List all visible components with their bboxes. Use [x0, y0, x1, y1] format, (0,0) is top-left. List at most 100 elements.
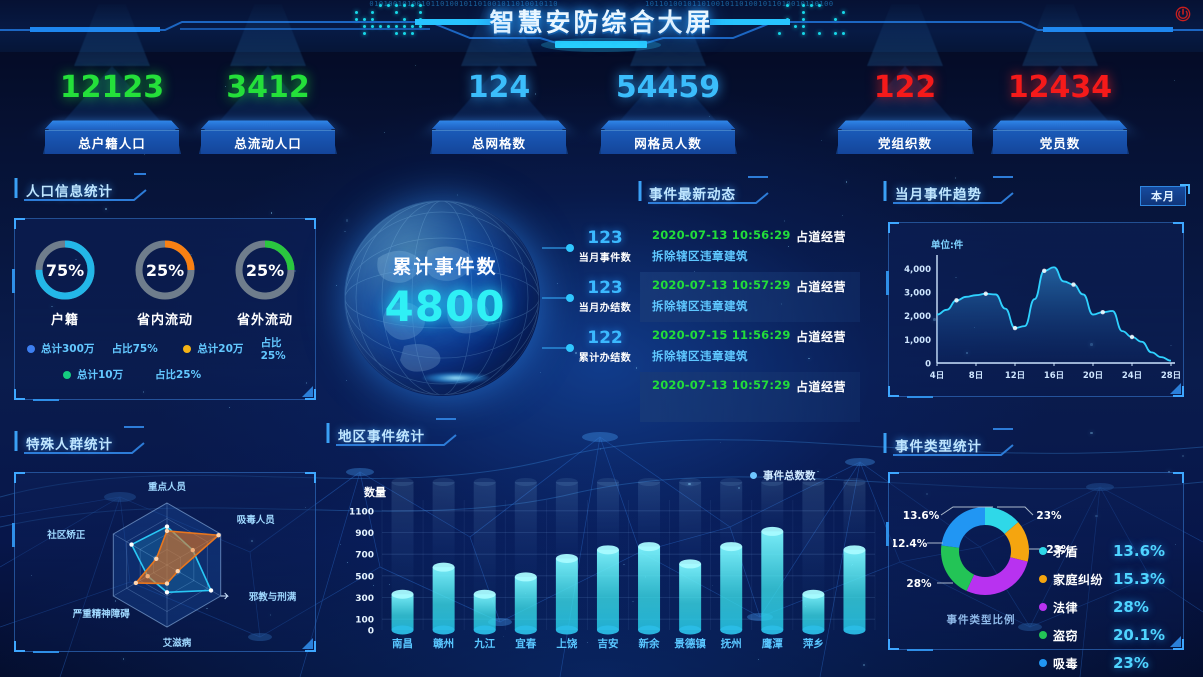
legend-share: 占比75%: [111, 343, 158, 355]
kpi-label[interactable]: 党组织数: [838, 130, 972, 154]
event-list-item[interactable]: 2020-07-13 10:57:29 拆除辖区违章建筑 占道经营: [640, 272, 860, 322]
legend-item: 总计300万: [27, 341, 112, 356]
region-bar-chart: 0100 300 500 700 900 1100 南昌 赣州 九江 宜春 上饶 吉安 新余 景德镇 抚州 鹰…: [349, 478, 876, 650]
legend-total: 总计20万: [197, 343, 244, 355]
kpi-label[interactable]: 总网格数: [432, 130, 566, 154]
kpi-label[interactable]: 总户籍人口: [45, 130, 179, 154]
svg-text:吸毒人员: 吸毒人员: [237, 514, 276, 526]
donut-chart: 13.6% 12.4% 28% 23% 23%: [893, 506, 1072, 595]
special-section-title: 特殊人群统计: [26, 437, 113, 453]
power-icon[interactable]: [1175, 6, 1191, 22]
legend-total: 总计300万: [41, 343, 95, 355]
kpi-label[interactable]: 总流动人口: [201, 130, 335, 154]
event-tag: 占道经营: [795, 380, 846, 394]
globe-grid: [345, 201, 539, 395]
legend-name: 法律: [1053, 600, 1079, 615]
event-tag: 占道经营: [795, 280, 846, 294]
svg-text:23%: 23%: [1036, 510, 1062, 522]
globe-total-value: 4800: [384, 282, 506, 331]
special-population-card: 重点人员 吸毒人员 邪教与刑满 艾滋病 严重精神障碍 社区矫正: [12, 472, 316, 653]
globe-stat-label: 累计办结数: [578, 353, 632, 364]
ring-chart-province-external: 25%: [232, 237, 298, 303]
svg-text:12日: 12日: [1005, 371, 1025, 381]
svg-text:鹰潭: 鹰潭: [762, 637, 784, 650]
svg-text:新余: 新余: [639, 637, 661, 650]
event-time: 2020-07-13 10:57:29: [652, 278, 791, 292]
globe-stat-item: 123 当月办结数: [568, 278, 642, 314]
event-desc: 拆除辖区违章建筑: [652, 299, 748, 313]
bar-legend-label: 事件总数数: [763, 470, 816, 482]
svg-text:萍乡: 萍乡: [803, 637, 824, 650]
trend-card: 单位:件 0 1,000 2,000 3,000 4,000 4日 8日 12日 16日 20日 2…: [886, 222, 1184, 398]
legend-dot: [1039, 547, 1047, 555]
ring-label: 省内流动: [136, 313, 193, 328]
region-bar-chart-area: 0 100 300 500 700 900 1100 南昌 赣州 九江 宜春 上饶 吉安 新余 景德镇 抚州 鹰…: [330, 452, 880, 667]
kpi-card: 12434 党员数: [985, 52, 1135, 160]
kpi-plate-top: [200, 120, 336, 129]
trend-unit-label: 单位:件: [931, 240, 964, 251]
kpi-label[interactable]: 网格员人数: [601, 130, 735, 154]
globe-widget: 累计事件数 4800: [330, 196, 560, 418]
ring-percent: 75%: [45, 260, 85, 280]
types-section-title: 事件类型统计: [895, 439, 982, 455]
card-edge-accent: [12, 522, 15, 547]
kpi-plate-top: [431, 120, 567, 129]
card-corner-accent: [1170, 383, 1181, 394]
legend-row[interactable]: 家庭纠纷 15.3%: [1039, 565, 1169, 593]
trend-area-chart: 0 1,000 2,000 3,000 4,000 4日 8日 12日 16日 20日 24日 28日: [904, 255, 1181, 381]
svg-text:1,000: 1,000: [904, 336, 931, 346]
legend-dot: [1039, 603, 1047, 611]
globe-stat-item: 123 当月事件数: [568, 228, 642, 264]
svg-text:4日: 4日: [930, 371, 944, 381]
kpi-value: 3412: [226, 70, 310, 105]
event-tag: 占道经营: [795, 230, 846, 244]
bar-ylabel: 数量: [364, 486, 386, 499]
kpi-value: 122: [873, 70, 937, 105]
legend-value: 13.6%: [1113, 542, 1166, 560]
kpi-plate-top: [600, 120, 736, 129]
event-list-item[interactable]: 2020-07-13 10:57:29 占道经营: [640, 372, 860, 422]
month-filter-button[interactable]: 本月: [1140, 184, 1190, 206]
svg-text:900: 900: [355, 529, 374, 539]
population-section-title: 人口信息统计: [26, 184, 113, 200]
svg-text:700: 700: [355, 551, 374, 561]
legend-item: 总计10万: [63, 367, 155, 382]
globe-caption: 累计事件数: [392, 256, 498, 278]
event-list-item[interactable]: 2020-07-15 11:56:29 拆除辖区违章建筑 占道经营: [640, 322, 860, 372]
kpi-card: 122 党组织数: [830, 52, 980, 160]
region-section-title: 地区事件统计: [338, 429, 425, 445]
kpi-label[interactable]: 党员数: [993, 130, 1127, 154]
legend-dot: [1039, 575, 1047, 583]
legend-row[interactable]: 吸毒 23%: [1039, 649, 1169, 677]
legend-row[interactable]: 盗窃 20.1%: [1039, 621, 1169, 649]
svg-text:吉安: 吉安: [597, 637, 618, 650]
svg-text:景德镇: 景德镇: [673, 637, 706, 650]
legend-value: 23%: [1113, 654, 1149, 672]
globe-stat-item: 122 累计办结数: [568, 328, 642, 364]
legend-row[interactable]: 法律 28%: [1039, 593, 1169, 621]
svg-text:28%: 28%: [906, 578, 932, 590]
kpi-card: 54459 网格员人数: [593, 52, 743, 160]
trend-section-title: 当月事件趋势: [895, 187, 982, 203]
event-time: 2020-07-13 10:56:29: [652, 228, 791, 242]
card-edge-accent: [907, 649, 933, 651]
svg-text:抚州: 抚州: [721, 637, 742, 650]
legend-row[interactable]: 矛盾 13.6%: [1039, 537, 1169, 565]
event-time: 2020-07-15 11:56:29: [652, 328, 791, 342]
globe-connector-lines: [542, 244, 574, 352]
event-list-item[interactable]: 2020-07-13 10:56:29 拆除辖区违章建筑 占道经营: [640, 222, 860, 272]
kpi-card: 12123 总户籍人口: [37, 52, 187, 160]
svg-text:3,000: 3,000: [904, 289, 931, 299]
binary-decoration-right: 1011010010110100101101001011010010110100: [645, 0, 834, 8]
kpi-card: 3412 总流动人口: [193, 52, 343, 160]
ring-label: 省外流动: [236, 313, 293, 328]
card-corner-accent: [1170, 636, 1181, 647]
event-list[interactable]: 2020-07-13 10:56:29 拆除辖区违章建筑 占道经营 2020-0…: [640, 222, 860, 422]
legend-item: 总计20万: [183, 341, 260, 356]
svg-text:1100: 1100: [349, 507, 374, 517]
legend-value: 15.3%: [1113, 570, 1166, 588]
card-edge-accent: [886, 271, 889, 296]
ring-label: 户籍: [50, 313, 79, 328]
legend-dot: [750, 472, 757, 479]
globe-stat-label: 当月事件数: [578, 253, 632, 264]
